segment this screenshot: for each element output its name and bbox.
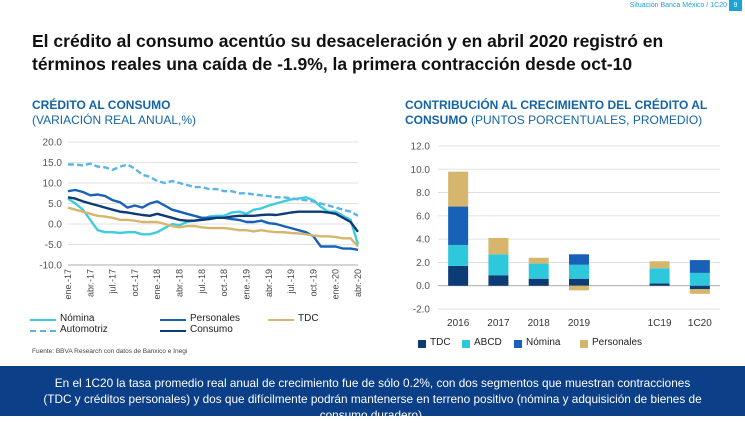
bar-segment-tdc: [649, 283, 670, 286]
bar-segment-abcd: [528, 263, 549, 279]
bar-segment-personales: [569, 285, 589, 291]
bar-segment-tdc: [528, 278, 549, 286]
y-tick-label: 5.0: [48, 199, 62, 210]
y-tick-label: 15.0: [43, 158, 63, 169]
legend-label-automotriz: Automotriz: [60, 324, 108, 335]
x-tick-label: 2017: [487, 318, 510, 329]
bar-segment-nomina: [689, 260, 710, 273]
source-note: Fuente: BBVA Research con datos de Banxi…: [32, 348, 188, 355]
x-tick-label: 2016: [447, 318, 470, 329]
x-tick-label: jul.-17: [108, 269, 118, 295]
y-tick-label: 10.0: [411, 165, 431, 176]
bar-segment-tdc: [569, 278, 589, 286]
legend-label-nomina: Nómina: [60, 313, 95, 324]
legend-label-abcd: ABCD: [474, 337, 502, 348]
page-title: El crédito al consumo acentúo su desacel…: [32, 31, 664, 74]
x-tick-label: abr.-20: [353, 269, 363, 297]
left-chart-heading: CRÉDITO AL CONSUMO (VARIACIÓN REAL ANUAL…: [32, 98, 196, 128]
bar-segment-personales: [649, 261, 670, 269]
series-line-consumo: [67, 196, 359, 233]
legend-label-tdc: TDC: [298, 313, 319, 324]
page-number: 9: [729, 0, 742, 11]
x-tick-label: ene.-19: [241, 269, 251, 300]
bar-segment-personales: [689, 289, 710, 294]
legend-swatch-personales: [160, 319, 186, 321]
y-tick-label: 0.0: [48, 220, 62, 231]
footer-text: En el 1C20 la tasa promedio real anual d…: [43, 376, 702, 422]
right-chart-subtitle: (PUNTOS PORCENTUALES, PROMEDIO): [471, 113, 703, 127]
x-tick-label: oct.-19: [308, 269, 318, 297]
x-tick-label: abr.-17: [85, 269, 95, 297]
legend-swatch-consumo: [160, 330, 186, 332]
legend-swatch-automotriz: [30, 330, 56, 332]
x-tick-label: ene.-20: [331, 269, 341, 300]
y-tick-label: -5.0: [45, 240, 63, 251]
stacked-bar-chart-contribucion: 12.0 10.0 8.0 6.0 4.0 2.0 0.0 -2.0 2016 2017 2018 2…: [411, 142, 720, 329]
legend-swatch-abcd: [462, 340, 470, 348]
legend-label-consumo: Consumo: [190, 324, 233, 335]
legend-swatch-personales-bar: [580, 340, 588, 348]
header-label: Situación Banca México / 1C20: [629, 2, 727, 9]
x-tick-label: jul.-18: [197, 269, 207, 295]
y-tick-label: -10.0: [39, 261, 62, 272]
x-tick-label: 2018: [528, 318, 551, 329]
left-chart-subtitle: (VARIACIÓN REAL ANUAL,%): [32, 113, 197, 127]
series-line-tdc: [67, 206, 359, 248]
x-tick-label: 2019: [568, 318, 591, 329]
y-tick-label: 8.0: [416, 188, 430, 199]
legend-label-personales-bar: Personales: [592, 337, 643, 348]
x-tick-label: oct.-17: [130, 269, 140, 297]
left-chart-title: CRÉDITO AL CONSUMO: [32, 98, 171, 112]
bar-segment-personales: [528, 257, 549, 264]
bar-segment-abcd: [448, 244, 469, 266]
x-tick-label: ene.-17: [63, 269, 73, 300]
right-chart-title: CONTRIBUCIÓN AL CRECIMIENTO DEL CRÉDITO …: [405, 98, 708, 127]
bar-segment-nomina: [569, 254, 589, 265]
bar-segment-tdc: [448, 265, 469, 286]
y-tick-label: 10.0: [43, 179, 63, 190]
bar-segment-tdc: [488, 275, 509, 286]
bar-segment-abcd: [569, 264, 589, 279]
legend-swatch-tdc: [268, 319, 294, 321]
series-line-automotriz: [68, 162, 359, 217]
bar-segment-abcd: [649, 268, 670, 284]
y-tick-label: 0.0: [416, 281, 430, 292]
y-tick-label: 2.0: [416, 258, 430, 269]
footer-banner: En el 1C20 la tasa promedio real anual d…: [0, 366, 745, 422]
y-tick-label: -2.0: [413, 305, 431, 316]
series-line-personales: [67, 188, 359, 251]
x-tick-label: oct.-18: [219, 269, 229, 297]
y-tick-label: 20.0: [43, 138, 63, 149]
legend-label-tdc-bar: TDC: [430, 337, 451, 348]
y-tick-label: 12.0: [411, 142, 431, 153]
right-chart-heading: CONTRIBUCIÓN AL CRECIMIENTO DEL CRÉDITO …: [405, 98, 735, 128]
x-tick-label: jul.-19: [286, 269, 296, 295]
legend-swatch-tdc-bar: [418, 340, 426, 348]
x-tick-label: ene.-18: [152, 269, 162, 300]
x-tick-label: abr.-19: [264, 269, 274, 297]
legend-label-personales: Personales: [190, 313, 241, 324]
bar-segment-abcd: [488, 254, 509, 276]
bar-segment-personales: [448, 171, 469, 207]
legend-swatch-nomina-bar: [514, 340, 522, 348]
legend-label-nomina-bar: Nómina: [526, 337, 561, 348]
legend-swatch-nomina: [30, 319, 56, 321]
y-tick-label: 4.0: [416, 235, 430, 246]
x-tick-label: 1C20: [688, 318, 712, 329]
x-tick-label: abr.-18: [175, 269, 185, 297]
bar-segment-personales: [488, 237, 509, 255]
bar-segment-tdc: [689, 285, 710, 290]
x-tick-label: 1C19: [648, 318, 672, 329]
y-tick-label: 6.0: [416, 211, 430, 222]
bar-segment-nomina: [448, 206, 469, 245]
bar-segment-abcd: [689, 272, 710, 286]
series-line-nomina: [67, 196, 360, 245]
